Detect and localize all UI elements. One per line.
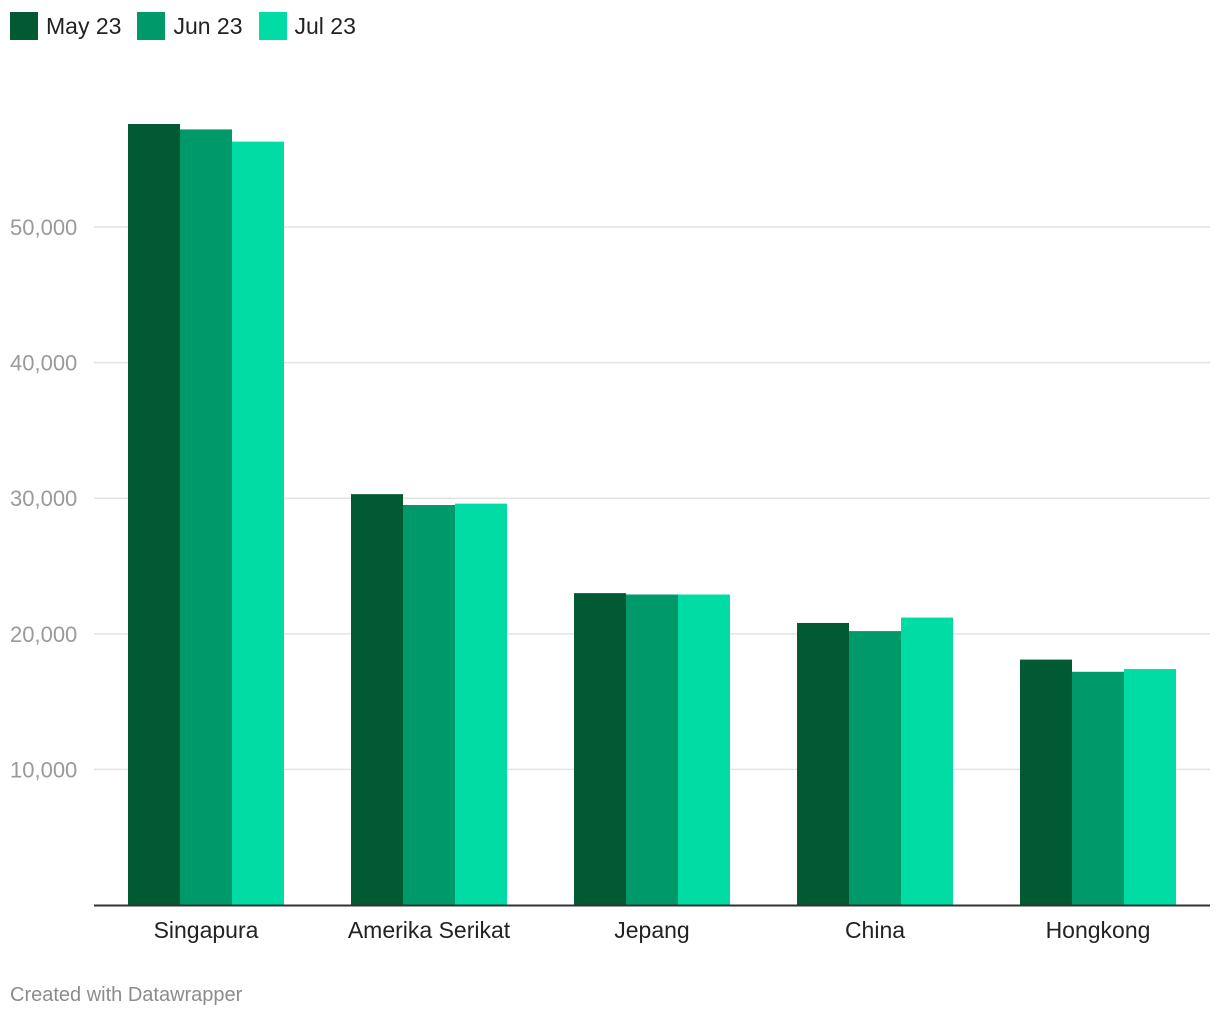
legend-label-may-23: May 23: [46, 12, 122, 39]
chart-legend: May 23 Jun 23 Jul 23: [10, 10, 372, 42]
y-axis-ticks: 10,000 20,000 30,000 40,000 50,000: [10, 215, 77, 782]
legend-label-jul-23: Jul 23: [294, 12, 356, 39]
legend-swatch-may-23: [10, 12, 38, 40]
x-tick-label: Amerika Serikat: [348, 917, 511, 943]
legend-item-jul-23: Jul 23: [258, 12, 356, 40]
bar: [678, 594, 730, 905]
bar: [1020, 659, 1072, 905]
x-tick-label: Singapura: [154, 917, 259, 943]
y-tick-label: 20,000: [10, 622, 77, 647]
legend-label-jun-23: Jun 23: [173, 12, 243, 39]
legend-swatch-jul-23: [258, 12, 287, 40]
bars: [128, 124, 1176, 906]
bar: [180, 129, 232, 906]
legend-swatch-jun-23: [137, 12, 166, 40]
bar: [128, 124, 180, 905]
bar: [797, 622, 849, 905]
legend-item-jun-23: Jun 23: [137, 12, 243, 40]
bar: [901, 617, 953, 905]
x-axis-ticks: Singapura Amerika Serikat Jepang China Hongk…: [154, 917, 1151, 943]
bar: [1072, 671, 1124, 905]
bar: [849, 631, 901, 905]
x-tick-label: Jepang: [614, 917, 689, 943]
bar: [455, 503, 507, 905]
y-tick-label: 30,000: [10, 486, 77, 511]
legend-item-may-23: May 23: [10, 12, 121, 40]
y-tick-label: 10,000: [10, 757, 77, 782]
bar: [351, 494, 403, 905]
credit-text: Created with Datawrapper: [10, 984, 243, 1006]
y-tick-label: 50,000: [10, 215, 77, 240]
bar: [232, 141, 284, 906]
bar: [1124, 669, 1176, 905]
bar: [403, 505, 455, 905]
bar: [626, 594, 678, 905]
x-tick-label: Hongkong: [1046, 917, 1151, 943]
bar: [574, 593, 626, 905]
y-tick-label: 40,000: [10, 351, 77, 376]
x-tick-label: China: [845, 917, 905, 943]
